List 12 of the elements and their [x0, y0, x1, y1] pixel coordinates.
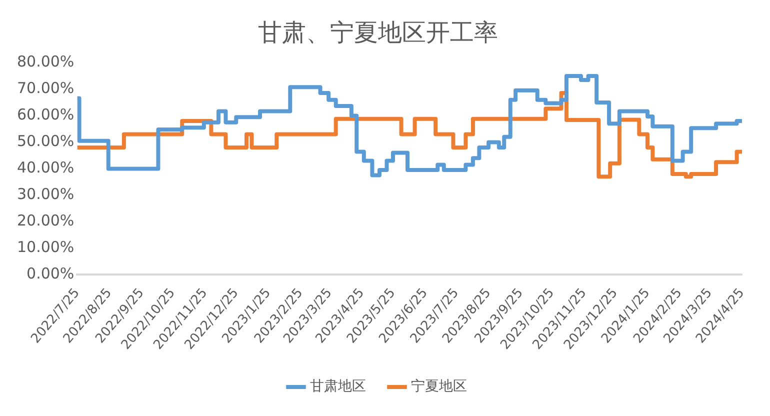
y-tick-label: 40.00%: [16, 158, 74, 177]
legend-label: 甘肃地区: [310, 378, 366, 395]
y-tick-label: 70.00%: [16, 79, 74, 98]
y-tick-label: 0.00%: [26, 264, 74, 282]
y-tick-label: 10.00%: [16, 238, 74, 256]
y-tick-label: 20.00%: [16, 212, 74, 230]
y-tick-label: 80.00%: [16, 52, 74, 71]
y-tick-label: 50.00%: [16, 132, 74, 150]
legend-label: 宁夏地区: [411, 378, 467, 395]
y-tick-label: 60.00%: [16, 106, 74, 124]
chart-title: 甘肃、宁夏地区开工率: [258, 18, 498, 47]
y-tick-label: 30.00%: [16, 185, 74, 204]
